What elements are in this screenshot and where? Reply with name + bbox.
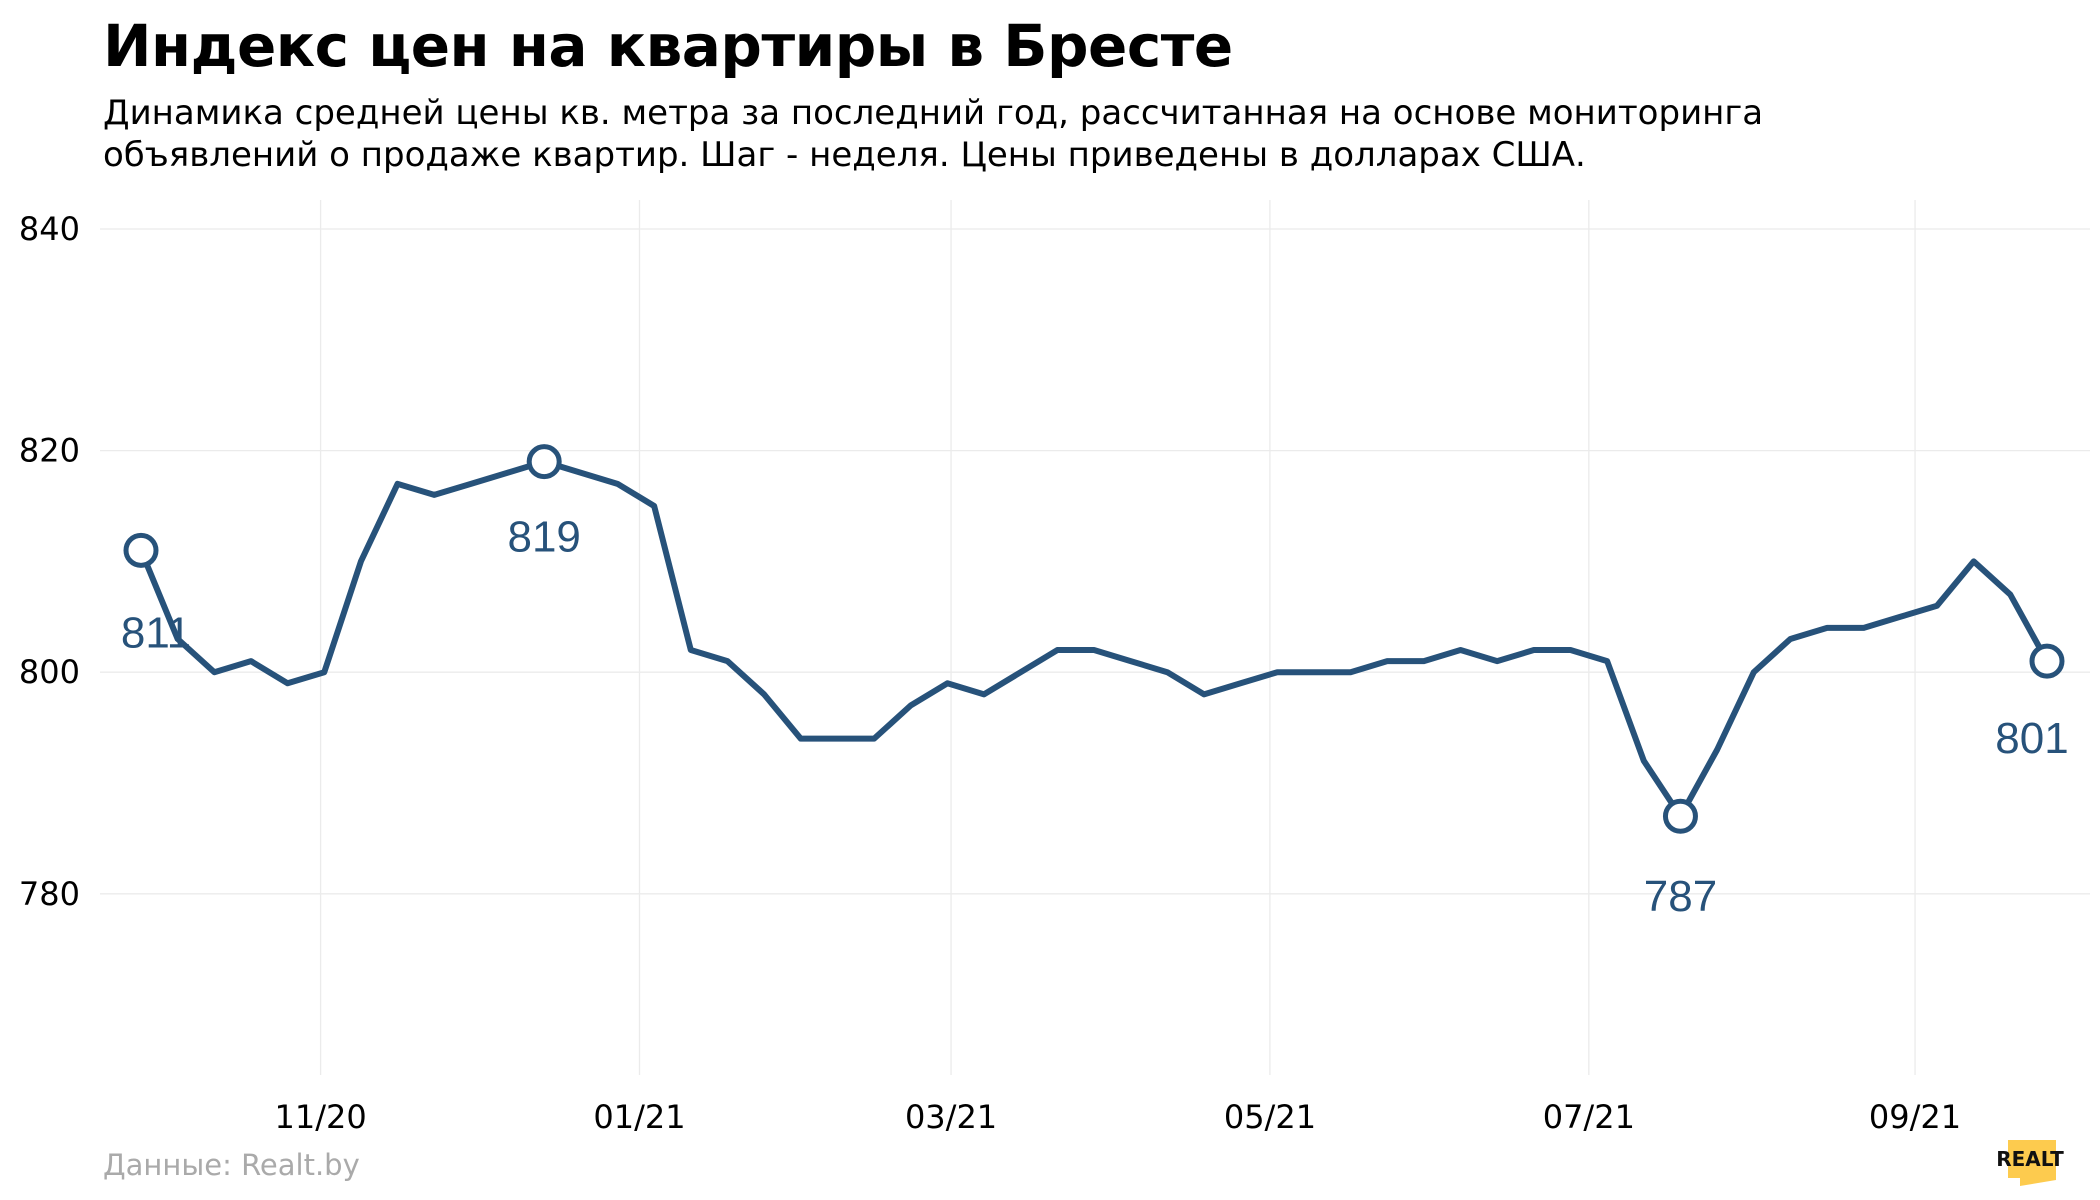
annotation-label: 819	[507, 513, 580, 562]
x-tick-label: 11/20	[274, 1098, 366, 1136]
svg-text:REALT: REALT	[1996, 1147, 2064, 1171]
x-tick-label: 07/21	[1543, 1098, 1635, 1136]
x-tick-label: 03/21	[905, 1098, 997, 1136]
annotation-marker	[2029, 643, 2065, 679]
y-tick-label: 840	[19, 210, 80, 248]
data-source: Данные: Realt.by	[103, 1148, 360, 1182]
chart-subtitle: Динамика средней цены кв. метра за после…	[103, 92, 1903, 176]
x-tick-label: 09/21	[1869, 1098, 1961, 1136]
chart-title: Индекс цен на квартиры в Бресте	[103, 12, 1233, 80]
realt-logo: REALT	[1996, 1140, 2064, 1186]
series-line	[138, 458, 2050, 820]
annotation-marker	[1662, 798, 1698, 834]
y-tick-label: 780	[19, 875, 80, 913]
annotation-label: 801	[1995, 714, 2068, 763]
y-tick-label: 820	[19, 432, 80, 470]
subtitle-line-2: объявлений о продаже квартир. Шаг - неде…	[103, 135, 1586, 175]
annotation-marker	[526, 444, 562, 480]
x-tick-label: 01/21	[593, 1098, 685, 1136]
y-tick-label: 800	[19, 653, 80, 691]
annotation-label: 811	[121, 608, 191, 657]
annotation-label: 787	[1644, 872, 1717, 921]
annotation-marker	[123, 532, 159, 568]
subtitle-line-1: Динамика средней цены кв. метра за после…	[103, 93, 1764, 133]
x-tick-label: 05/21	[1224, 1098, 1316, 1136]
